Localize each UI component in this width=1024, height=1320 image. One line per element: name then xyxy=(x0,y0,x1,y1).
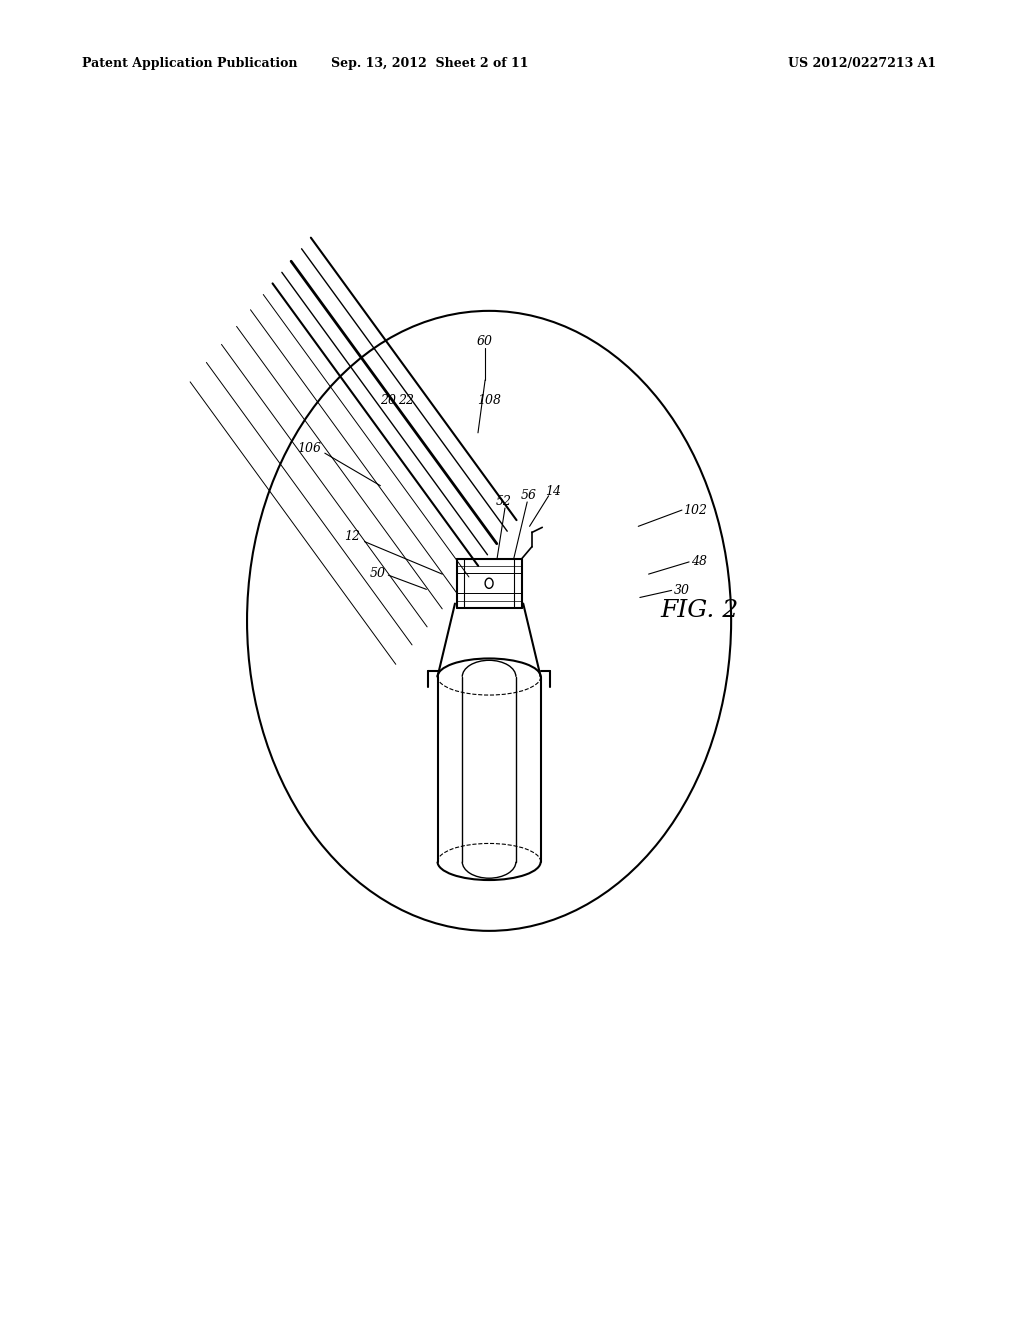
Text: 108: 108 xyxy=(477,393,501,407)
Text: 20: 20 xyxy=(380,393,396,407)
Text: 56: 56 xyxy=(521,490,537,503)
Text: 102: 102 xyxy=(684,503,708,516)
Text: 50: 50 xyxy=(370,566,386,579)
Text: 14: 14 xyxy=(546,486,561,498)
Text: 12: 12 xyxy=(345,531,360,543)
Text: Patent Application Publication: Patent Application Publication xyxy=(82,57,297,70)
Text: US 2012/0227213 A1: US 2012/0227213 A1 xyxy=(788,57,937,70)
Text: 22: 22 xyxy=(397,393,414,407)
Text: 30: 30 xyxy=(674,583,690,597)
Text: 60: 60 xyxy=(477,335,494,348)
Text: Sep. 13, 2012  Sheet 2 of 11: Sep. 13, 2012 Sheet 2 of 11 xyxy=(332,57,528,70)
Text: 106: 106 xyxy=(297,442,321,454)
Text: FIG. 2: FIG. 2 xyxy=(660,599,738,622)
Text: 52: 52 xyxy=(496,495,511,508)
Text: 48: 48 xyxy=(691,556,708,569)
